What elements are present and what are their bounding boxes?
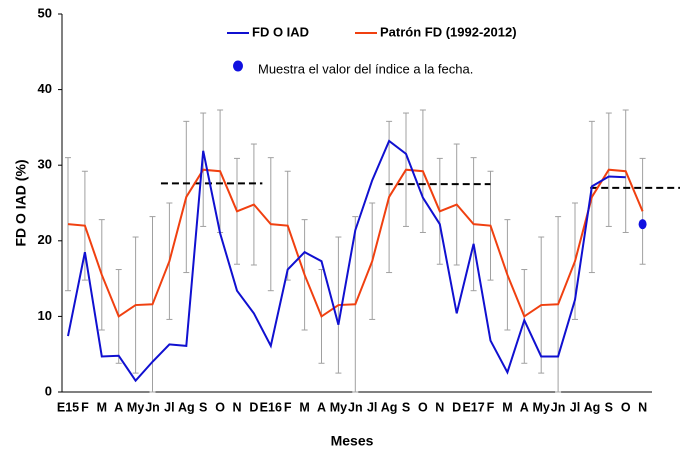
y-axis-label: FD O IAD (%)	[13, 159, 29, 246]
x-tick-label: D	[452, 400, 461, 414]
x-tick-label: S	[605, 400, 613, 414]
y-tick-label: 0	[45, 383, 52, 398]
x-tick-label: Jn	[348, 400, 363, 414]
x-tick-label: O	[418, 400, 428, 414]
x-tick-label: N	[435, 400, 444, 414]
x-tick-label: Ag	[584, 400, 601, 414]
x-tick-label: Jn	[145, 400, 160, 414]
x-tick-label: F	[284, 400, 292, 414]
x-tick-label: My	[533, 400, 550, 414]
x-tick-label: M	[502, 400, 512, 414]
x-tick-label: My	[127, 400, 144, 414]
x-tick-label: A	[520, 400, 529, 414]
x-tick-label: S	[402, 400, 410, 414]
x-tick-label: Jl	[164, 400, 174, 414]
x-tick-label: Ag	[381, 400, 398, 414]
y-tick-label: 20	[38, 232, 52, 247]
x-tick-label: A	[317, 400, 326, 414]
x-tick-label: E17	[462, 400, 484, 414]
x-tick-label: Jl	[570, 400, 580, 414]
x-tick-label: F	[81, 400, 89, 414]
x-tick-label: Ag	[178, 400, 195, 414]
x-tick-label: D	[249, 400, 258, 414]
x-tick-label: Jn	[551, 400, 566, 414]
x-tick-label: N	[638, 400, 647, 414]
y-tick-label: 30	[38, 157, 52, 172]
legend-label: FD O IAD	[252, 24, 309, 39]
legend-dot	[233, 60, 243, 72]
y-tick-label: 10	[38, 308, 52, 323]
series-line	[67, 139, 626, 383]
x-tick-label: Jl	[367, 400, 377, 414]
x-tick-label: My	[330, 400, 347, 414]
x-tick-label: M	[97, 400, 107, 414]
x-tick-label: E15	[57, 400, 79, 414]
x-tick-label: S	[199, 400, 207, 414]
legend-label: Patrón FD (1992-2012)	[380, 24, 517, 39]
legend-note: Muestra el valor del índice a la fecha.	[258, 61, 473, 76]
x-axis-label: Meses	[331, 433, 374, 449]
y-tick-label: 40	[38, 81, 52, 96]
x-tick-label: E16	[260, 400, 282, 414]
x-tick-label: O	[215, 400, 225, 414]
series-line	[67, 168, 644, 318]
x-tick-label: A	[114, 400, 123, 414]
x-tick-label: O	[621, 400, 631, 414]
x-tick-label: F	[487, 400, 495, 414]
current-value-dot	[638, 219, 647, 230]
x-tick-label: M	[299, 400, 309, 414]
y-tick-label: 50	[38, 5, 52, 20]
x-tick-label: N	[232, 400, 241, 414]
